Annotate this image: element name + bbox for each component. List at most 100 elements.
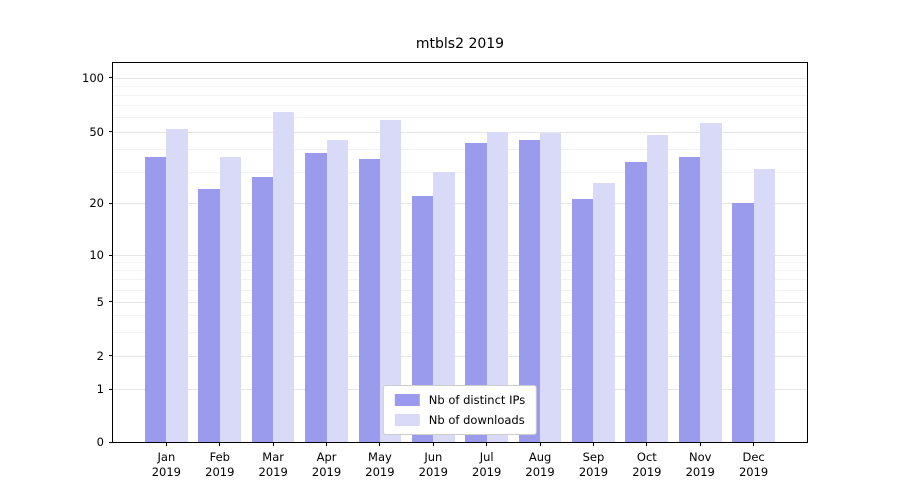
x-tick-mark — [646, 442, 648, 446]
x-tick-month: Aug — [528, 450, 552, 464]
gridline-minor — [113, 262, 807, 264]
x-tick-label: Dec 2019 — [739, 450, 768, 480]
y-tick-label: 20 — [89, 196, 104, 211]
gridline-minor — [113, 279, 807, 281]
bar-nb-of-downloads — [166, 128, 188, 442]
bar-nb-of-downloads — [433, 171, 455, 442]
y-tick-mark — [109, 441, 113, 443]
x-tick-mark — [165, 442, 167, 446]
bar-nb-of-distinct-ips — [518, 139, 541, 442]
bars-layer — [113, 63, 807, 442]
legend-swatch-distinct-ips — [394, 394, 420, 406]
y-tick-label: 100 — [82, 70, 104, 85]
bar-nb-of-downloads — [486, 131, 509, 442]
y-tick-label: 50 — [89, 124, 104, 139]
plot-area: 100 50 20 10 5 2 1 0 Jan 2019 Feb 2019 Mar 2019 Apr 201… — [82, 62, 808, 479]
x-tick-year: 2019 — [738, 464, 769, 479]
bar-nb-of-downloads — [273, 112, 295, 442]
x-tick-month: Jan — [157, 450, 176, 464]
x-tick-mark — [326, 442, 328, 446]
bar-nb-of-downloads — [700, 122, 722, 442]
x-tick-label: Apr 2019 — [312, 450, 341, 480]
y-tick-label: 1 — [96, 382, 104, 397]
gridline-major — [113, 203, 807, 205]
gridline-major — [113, 77, 807, 79]
gridline-major — [113, 355, 807, 357]
bar-nb-of-distinct-ips — [465, 143, 487, 442]
x-tick-year: 2019 — [205, 464, 235, 479]
x-tick-mark — [272, 442, 274, 446]
gridline-minor — [113, 149, 807, 151]
legend: Nb of distinct IPs Nb of downloads — [382, 385, 538, 435]
bar-nb-of-downloads — [593, 182, 615, 442]
bar-nb-of-downloads — [646, 134, 669, 442]
gridline-minor — [113, 117, 807, 119]
x-tick-year: 2019 — [525, 464, 555, 479]
y-tick-label: 5 — [96, 294, 104, 309]
legend-entry-downloads: Nb of downloads — [394, 413, 525, 427]
x-tick-mark — [432, 442, 434, 446]
gridline-minor — [113, 85, 807, 87]
x-tick-month: Apr — [316, 450, 337, 464]
gridline-major — [113, 131, 807, 133]
x-tick-month: Jul — [479, 450, 494, 464]
x-tick-label: May 2019 — [365, 450, 394, 480]
gridline-minor — [113, 105, 807, 107]
x-tick-label: Jan 2019 — [152, 450, 181, 480]
x-tick-year: 2019 — [632, 464, 662, 479]
x-tick-year: 2019 — [578, 464, 609, 479]
x-tick-month: Jun — [424, 450, 443, 464]
bar-nb-of-downloads — [540, 133, 562, 442]
x-tick-month: Mar — [262, 450, 284, 464]
gridline-major — [113, 255, 807, 257]
x-tick-month: Feb — [209, 450, 230, 464]
x-tick-year: 2019 — [311, 464, 342, 479]
y-tick-mark — [109, 254, 113, 256]
legend-label-distinct-ips: Nb of distinct IPs — [428, 393, 526, 407]
x-tick-year: 2019 — [685, 464, 715, 479]
y-tick-mark — [109, 131, 113, 133]
y-tick-mark — [109, 77, 113, 79]
bar-nb-of-distinct-ips — [625, 161, 647, 442]
gridline-minor — [113, 171, 807, 173]
x-tick-label: Aug 2019 — [525, 450, 554, 480]
bar-nb-of-downloads — [753, 168, 775, 442]
bar-nb-of-distinct-ips — [411, 195, 434, 442]
gridline-minor — [113, 270, 807, 272]
x-tick-mark — [219, 442, 221, 446]
x-tick-year: 2019 — [365, 464, 395, 479]
bar-nb-of-distinct-ips — [732, 203, 754, 442]
axis-layer: 100 50 20 10 5 2 1 0 Jan 2019 Feb 2019 Mar 2019 Apr 201… — [82, 63, 807, 479]
x-tick-mark — [486, 442, 488, 446]
legend-swatch-downloads — [394, 414, 420, 426]
chart-title: mtbls2 2019 — [415, 36, 505, 52]
y-tick-mark — [109, 202, 113, 204]
x-tick-year: 2019 — [258, 464, 288, 479]
x-tick-mark — [592, 442, 594, 446]
bar-nb-of-distinct-ips — [358, 159, 380, 442]
x-tick-mark — [539, 442, 541, 446]
bar-nb-of-distinct-ips — [572, 199, 594, 442]
bar-nb-of-distinct-ips — [251, 176, 274, 442]
x-tick-label: Oct 2019 — [632, 450, 661, 480]
x-tick-label: Feb 2019 — [205, 450, 234, 480]
gridline-major — [113, 301, 807, 303]
y-tick-mark — [109, 355, 113, 357]
y-tick-label: 0 — [96, 435, 104, 449]
x-tick-label: Nov 2019 — [686, 450, 715, 480]
y-tick-label: 10 — [89, 248, 104, 263]
x-tick-month: May — [368, 450, 392, 464]
x-tick-month: Oct — [636, 450, 657, 464]
x-tick-label: Jul 2019 — [472, 450, 501, 480]
x-tick-mark — [699, 442, 701, 446]
x-tick-mark — [753, 442, 755, 446]
y-tick-mark — [109, 301, 113, 303]
x-tick-month: Dec — [742, 450, 765, 464]
bar-nb-of-downloads — [219, 157, 242, 442]
legend-entry-distinct-ips: Nb of distinct IPs — [394, 393, 526, 407]
bar-nb-of-downloads — [326, 139, 348, 442]
bar-nb-of-distinct-ips — [198, 188, 220, 442]
gridline-minor — [113, 331, 807, 333]
x-tick-label: Sep 2019 — [579, 450, 608, 480]
x-tick-year: 2019 — [151, 464, 182, 479]
